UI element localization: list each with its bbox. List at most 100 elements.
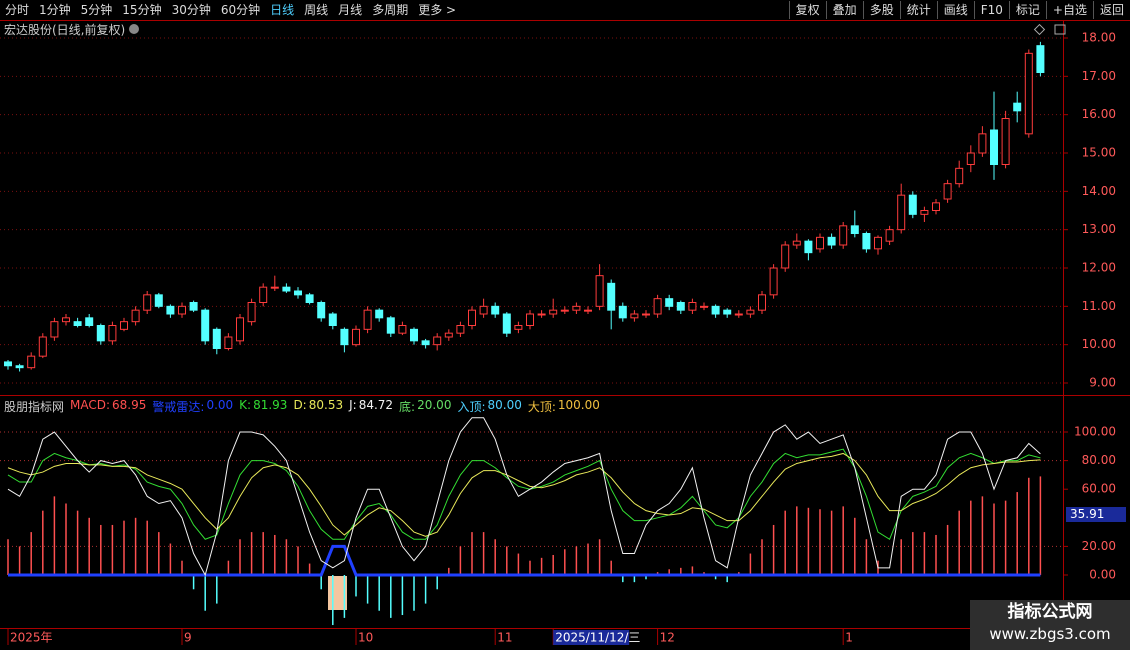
candle-body: [468, 309, 476, 327]
candle-body: [816, 236, 824, 250]
x-tick-label: 10: [358, 631, 373, 645]
icon[interactable]: [1054, 24, 1066, 35]
candle-body: [885, 229, 894, 242]
candle-body: [375, 309, 384, 319]
legend-name: K:: [239, 398, 252, 412]
candle-body: [1036, 45, 1045, 74]
indicator-line: [7, 417, 1041, 577]
tool-bar: 复权 叠加 多股 统计 画线 F10 标记 +自选 返回: [788, 0, 1130, 20]
period-button[interactable]: 1分钟: [39, 3, 71, 17]
y-tick-label: 11.00: [1082, 299, 1116, 313]
candle-body: [584, 309, 592, 312]
tool-button[interactable]: 复权: [788, 1, 826, 19]
candle-body: [386, 317, 395, 334]
candle-body: [862, 233, 871, 250]
candle-body: [73, 321, 82, 327]
icon[interactable]: [1033, 23, 1046, 36]
candle-body: [363, 309, 372, 330]
candle-body: [317, 302, 326, 319]
candle-body: [850, 225, 859, 235]
period-button[interactable]: 分时: [5, 3, 30, 17]
legend-value: 68.95: [112, 398, 147, 412]
candle-body: [1001, 118, 1010, 166]
period-button[interactable]: 15分钟: [122, 3, 162, 17]
candle-body: [908, 194, 917, 215]
candle-body: [4, 361, 12, 367]
candle-body: [166, 305, 175, 315]
indicator-title: 股朋指标网: [4, 400, 65, 414]
period-button[interactable]: 60分钟: [220, 3, 261, 17]
x-tick-label: 2025/11/12/三: [555, 631, 640, 645]
tool-button[interactable]: 标记: [1008, 1, 1046, 19]
candle-body: [398, 325, 407, 334]
y-tick-label: 20.00: [1082, 539, 1116, 553]
period-button[interactable]: 周线: [304, 3, 329, 17]
candle-body: [15, 365, 24, 369]
candle-body: [676, 302, 685, 311]
period-button[interactable]: 多周期: [372, 3, 409, 17]
candle-body: [491, 305, 500, 315]
chart-title: 宏达股份(日线,前复权): [4, 23, 126, 37]
legend-name: 警戒雷达:: [152, 400, 205, 414]
candle-body: [514, 325, 523, 330]
period-button[interactable]: 30分钟: [171, 3, 211, 17]
y-tick-label: 100.00: [1074, 425, 1116, 439]
legend-value: 80.53: [308, 398, 344, 412]
candle-body: [352, 328, 360, 346]
candle-body: [154, 294, 163, 307]
candle-body: [131, 309, 140, 323]
candle-body: [236, 317, 244, 342]
candle-body: [178, 305, 186, 315]
candle-body: [618, 305, 627, 319]
tool-button[interactable]: 画线: [936, 1, 974, 19]
tool-button[interactable]: 返回: [1092, 1, 1130, 19]
candle-body: [537, 313, 546, 316]
candle-body: [711, 305, 720, 315]
toolbar: 分时 1分钟 5分钟 15分钟 30分钟 60分钟 日线 周线 月线 多周期 更多 > 复权 叠加 多股…: [0, 0, 1130, 20]
candle-body: [642, 313, 650, 316]
period-button[interactable]: 5分钟: [80, 3, 113, 17]
tool-button[interactable]: 多股: [862, 1, 900, 19]
period-bar: 分时 1分钟 5分钟 15分钟 30分钟 60分钟 日线 周线 月线 多周期 更多 >: [0, 0, 461, 20]
candle-body: [607, 282, 616, 311]
y-tick-label: 16.00: [1082, 107, 1116, 121]
candle-body: [1013, 102, 1022, 112]
period-button[interactable]: 月线: [338, 3, 363, 17]
legend-value: 81.93: [253, 398, 288, 412]
candle-body: [966, 152, 975, 166]
candle-body: [96, 325, 105, 342]
candle-body: [259, 286, 268, 304]
candle-body: [1024, 52, 1033, 135]
legend-value: 100.00: [557, 398, 600, 412]
legend-value: 84.72: [358, 398, 394, 412]
dropdown-icon[interactable]: [129, 24, 139, 34]
y-tick-label: 0.00: [1089, 567, 1116, 581]
candle-body: [340, 328, 349, 346]
tool-button[interactable]: +自选: [1045, 1, 1093, 19]
candle-body: [630, 313, 639, 319]
tool-button[interactable]: 叠加: [825, 1, 863, 19]
tool-button[interactable]: F10: [973, 1, 1009, 19]
candle-body: [502, 313, 511, 334]
candle-body: [839, 225, 848, 246]
candle-body: [932, 202, 940, 212]
candle-body: [421, 340, 430, 346]
x-tick-label: 9: [184, 631, 192, 645]
y-tick-label: 18.00: [1082, 31, 1116, 45]
tool-button[interactable]: 统计: [899, 1, 937, 19]
candle-body: [444, 332, 453, 338]
candle-body: [108, 325, 117, 342]
candle-body: [792, 240, 801, 246]
candle-body: [282, 286, 291, 292]
x-tick-label: 12: [660, 631, 675, 645]
candle-body: [746, 309, 755, 315]
indicator-line: [7, 448, 1041, 540]
indicator-line: [7, 452, 1041, 537]
candle-body: [38, 336, 47, 357]
period-button[interactable]: 更多 >: [418, 3, 457, 17]
candle-body: [62, 317, 70, 323]
candle-body: [479, 305, 488, 315]
period-button[interactable]: 日线: [270, 3, 295, 17]
y-tick-label: 14.00: [1082, 184, 1116, 198]
